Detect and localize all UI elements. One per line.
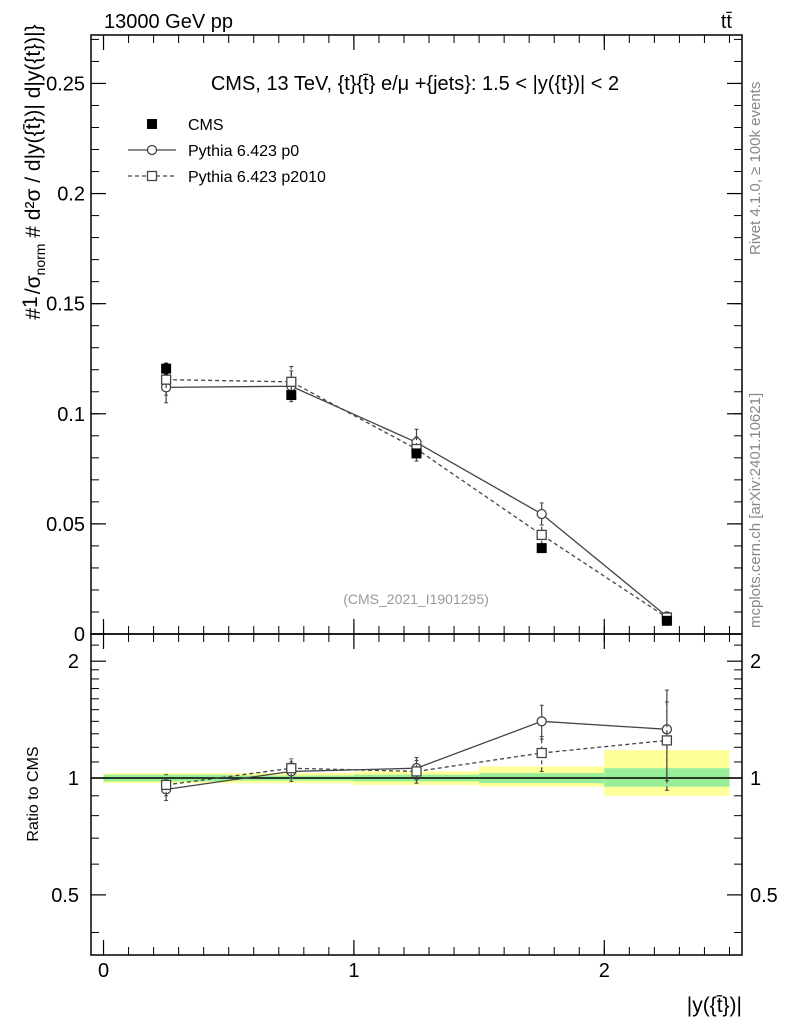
main-data-point xyxy=(661,615,672,626)
ratio-data-point xyxy=(411,766,422,777)
legend-pythia-p2010-label: Pythia 6.423 p2010 xyxy=(188,169,326,186)
ratio-data-point xyxy=(286,763,297,774)
mcplots-label: mcplots.cern.ch [arXiv:2401.10621] xyxy=(747,393,764,628)
ratio-y-tick-label-right: 2 xyxy=(750,651,761,673)
main-y-axis-label: #1/σnorm # d²σ / d|y({t̄})| d|y({t})|} xyxy=(19,24,48,319)
ratio-y-tick-label: 0.5 xyxy=(51,885,79,907)
legend-cms-label: CMS xyxy=(188,117,224,134)
legend-cms-marker xyxy=(147,119,157,129)
analysis-watermark: (CMS_2021_I1901295) xyxy=(343,591,489,607)
ratio-y-tick-label: 1 xyxy=(68,768,79,790)
ratio-data-point xyxy=(536,716,547,727)
x-tick-label: 2 xyxy=(599,960,610,982)
main-y-tick-label: 0.05 xyxy=(46,514,85,536)
ratio-data-point xyxy=(536,747,547,759)
main-y-tick-label: 0 xyxy=(74,624,85,646)
legend-pythia-p0-label: Pythia 6.423 p0 xyxy=(188,143,299,160)
ratio-y-tick-label: 2 xyxy=(68,651,79,673)
ratio-y-tick-label-right: 0.5 xyxy=(750,885,778,907)
main-data-point xyxy=(536,543,547,554)
main-data-point xyxy=(160,374,172,385)
legend-pythia-p2010-marker xyxy=(146,170,158,182)
main-data-point xyxy=(161,363,172,374)
x-tick-label: 0 xyxy=(98,960,109,982)
ratio-y-tick-label-right: 1 xyxy=(750,768,761,790)
main-data-point xyxy=(286,390,297,401)
process-label: tt̄ xyxy=(721,11,733,33)
main-y-tick-label: 0.15 xyxy=(46,294,85,316)
main-data-point xyxy=(411,448,422,459)
main-y-tick-label: 0.1 xyxy=(57,404,85,426)
ratio-series-line xyxy=(166,739,667,786)
main-data-point xyxy=(536,508,547,520)
main-y-tick-label: 0.25 xyxy=(46,73,85,95)
x-axis-label: |y({t̄})| xyxy=(687,994,742,1017)
main-plot-marks xyxy=(160,362,673,626)
ratio-data-point xyxy=(661,735,673,746)
rivet-label: Rivet 4.1.0, ≥ 100k events xyxy=(747,82,764,255)
ratio-frame xyxy=(90,633,743,956)
x-tick-label: 1 xyxy=(348,960,359,982)
main-series-line xyxy=(166,378,668,619)
main-y-tick-label: 0.2 xyxy=(57,184,85,206)
main-data-point xyxy=(536,529,547,541)
plot-frames: 0 0.05 0.1 0.15 0.2 0.25 0 1 2 0.5 0.5 1 1 2 2 xyxy=(46,34,778,982)
svg-text:#1/σnorm # d²σ / d|y({t̄})| d|: #1/σnorm # d²σ / d|y({t̄})| d|y({t})|} xyxy=(19,24,48,319)
energy-label: 13000 GeV pp xyxy=(104,11,233,33)
main-series-line xyxy=(166,385,668,617)
ratio-y-axis-label: Ratio to CMS xyxy=(25,746,42,841)
main-data-point xyxy=(286,376,297,387)
legend-pythia-p0-marker xyxy=(146,144,158,156)
main-title: CMS, 13 TeV, {t}{t̄} e/μ +{jets}: 1.5 < … xyxy=(211,73,619,95)
legend: CMS Pythia 6.423 p0 Pythia 6.423 p2010 xyxy=(128,117,326,186)
ratio-plot-marks xyxy=(160,689,673,802)
ratio-data-point xyxy=(160,779,172,791)
